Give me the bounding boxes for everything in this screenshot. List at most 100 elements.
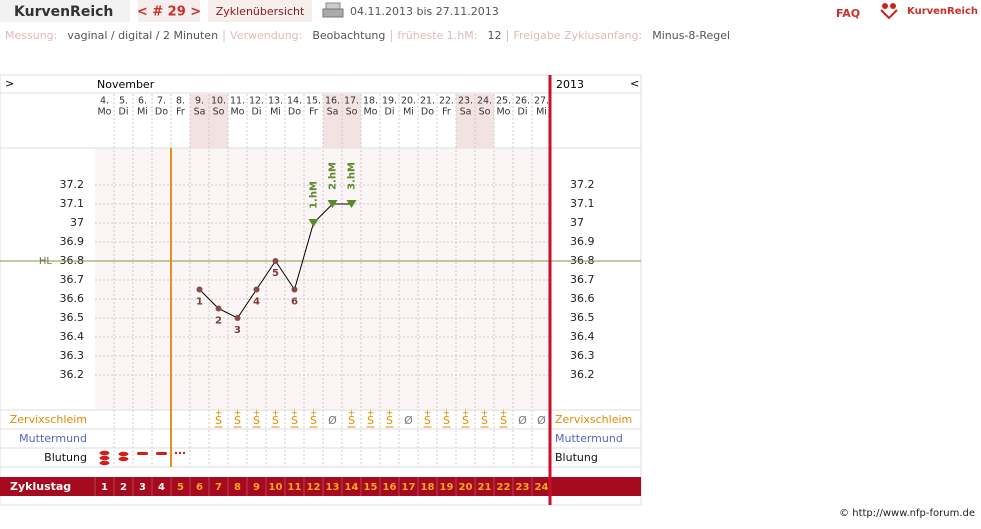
cycle-day: 8 [234, 482, 241, 493]
weekday: Mi [403, 107, 414, 118]
point-label: 6 [291, 297, 298, 308]
day-number: 8. [176, 96, 185, 107]
weekday: Mo [496, 107, 510, 118]
zervix-symbol: S [386, 414, 393, 427]
zervix-symbol: Ø [328, 414, 337, 427]
zervix-sup: + [424, 409, 432, 419]
cycle-day: 13 [326, 482, 340, 493]
info-value: Beobachtung [312, 29, 385, 42]
day-number: 27. [534, 96, 549, 107]
printer-icon[interactable] [322, 2, 344, 18]
info-value: 12 [487, 29, 501, 42]
y-tick-label-right: 36.4 [570, 330, 595, 343]
weekday: Di [518, 107, 528, 118]
weekday: Di [252, 107, 262, 118]
weekday: Sa [460, 107, 472, 118]
info-label: früheste 1.hM: [397, 29, 477, 42]
weekday: Mi [137, 107, 148, 118]
nav-box [138, 0, 200, 22]
logo-box [0, 0, 130, 22]
nav-right: < [630, 77, 639, 90]
row-label-right: Zervixschleim [555, 413, 632, 426]
zervix-sup: + [367, 409, 375, 419]
day-number: 19. [382, 96, 397, 107]
hm-label: 2.hM [328, 162, 339, 190]
weekday: Do [155, 107, 168, 118]
day-number: 15. [306, 96, 321, 107]
weekday: Mo [363, 107, 377, 118]
cycle-day: 2 [120, 482, 127, 493]
logo[interactable]: KurvenReich [14, 4, 113, 20]
y-tick-label: 36.2 [60, 368, 85, 381]
point-label: 1 [196, 297, 203, 308]
zervix-symbol: Ø [537, 414, 546, 427]
y-tick-label-right: 36.3 [570, 349, 595, 362]
zervix-sup: + [234, 409, 242, 419]
month: November [97, 78, 155, 91]
y-tick-label: 36.5 [60, 311, 85, 324]
weekday: Fr [309, 107, 318, 118]
weekday: So [479, 107, 491, 118]
weekend-shade [456, 94, 475, 148]
cycle-day: 1 [101, 482, 108, 493]
zervix-symbol: S [500, 414, 507, 427]
faq-link[interactable]: FAQ [836, 7, 860, 20]
day-number: 24. [477, 96, 492, 107]
day-number: 7. [157, 96, 166, 107]
zervix-symbol: S [234, 414, 241, 427]
y-tick-label-right: 36.7 [570, 273, 595, 286]
day-number: 14. [287, 96, 302, 107]
day-number: 23. [458, 96, 473, 107]
point-label: 3 [234, 325, 241, 336]
zervix-sup: + [443, 409, 451, 419]
weekday: Mo [230, 107, 244, 118]
info-label: Messung: [5, 29, 57, 42]
day-number: 26. [515, 96, 530, 107]
cycle-day: 14 [345, 482, 359, 493]
day-number: 6. [138, 96, 147, 107]
bleeding-icons [99, 450, 186, 466]
zervix-symbol: S [310, 414, 317, 427]
cycle-day: 17 [402, 482, 416, 493]
zervix-symbol: S [215, 414, 222, 427]
cycle-day: 18 [421, 482, 435, 493]
footer: © http://www.nfp-forum.de [839, 508, 975, 519]
hl-label: HL [39, 256, 53, 267]
nav-left[interactable]: > [5, 77, 14, 90]
overview-link[interactable]: Zyklenübersicht [216, 5, 305, 18]
cycle-day: 20 [459, 482, 473, 493]
row-label-right: Blutung [555, 451, 598, 464]
weekday: Fr [176, 107, 185, 118]
day-number: 17. [344, 96, 359, 107]
weekend-shade [209, 94, 228, 148]
day-number: 9. [195, 96, 204, 107]
zervix-sup: + [386, 409, 394, 419]
zervix-sup: + [481, 409, 489, 419]
day-number: 5. [119, 96, 128, 107]
y-tick-label-right: 36.9 [570, 235, 595, 248]
zervix-symbol: S [481, 414, 488, 427]
cycle-day: 23 [516, 482, 530, 493]
day-number: 18. [363, 96, 378, 107]
cycle-label: Zyklustag [10, 480, 71, 493]
zervix-symbol: S [462, 414, 469, 427]
y-tick-label: 36.4 [60, 330, 85, 343]
hm-point [308, 219, 319, 227]
point-label: 5 [272, 268, 279, 279]
weekday: Di [119, 107, 129, 118]
weekday: Do [288, 107, 301, 118]
y-tick-label: 36.3 [60, 349, 85, 362]
weekday: Fr [442, 107, 451, 118]
cycle-day: 4 [158, 482, 165, 493]
weekend-shade [342, 94, 361, 148]
cycle-day: 11 [288, 482, 302, 493]
cycle-nav[interactable]: < # 29 > [137, 5, 201, 20]
y-tick-label: 36.7 [60, 273, 85, 286]
cycle-day: 22 [497, 482, 511, 493]
row-label: Muttermund [19, 432, 87, 445]
info-label: Freigabe Zyklusanfang: [513, 29, 642, 42]
day-number: 13. [268, 96, 283, 107]
zervix-sup: + [462, 409, 470, 419]
info-value: Minus-8-Regel [652, 29, 730, 42]
day-number: 4. [100, 96, 109, 107]
